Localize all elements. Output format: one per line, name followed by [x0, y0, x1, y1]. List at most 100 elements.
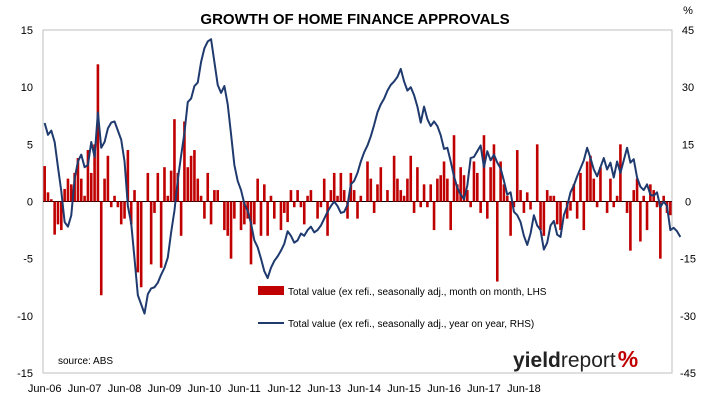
x-tick-label: Jun-15: [387, 383, 421, 395]
right-tick-label: 0: [685, 197, 691, 209]
bar: [632, 190, 636, 202]
right-tick-label: -45: [680, 368, 696, 380]
logo-percent: %: [618, 346, 638, 372]
bar: [316, 201, 319, 219]
bar: [552, 195, 556, 202]
source-note: source: ABS: [58, 356, 113, 367]
bar: [456, 184, 459, 202]
bar: [273, 201, 276, 219]
left-tick-label: -10: [17, 311, 33, 323]
bar: [46, 192, 50, 202]
bar: [412, 201, 416, 213]
bar: [93, 144, 96, 202]
bar: [79, 178, 83, 202]
legend-bar-label: Total value (ex refi., seasonally adj., …: [288, 287, 547, 298]
x-tick-label: Jun-11: [228, 383, 261, 395]
bar: [269, 195, 273, 202]
x-tick-label: Jun-18: [507, 383, 541, 395]
bar: [416, 167, 419, 202]
bar: [379, 167, 383, 202]
bar: [136, 201, 140, 273]
bar: [669, 201, 672, 216]
right-axis-ticks: 45 30 15 0 -15 -30 -45: [680, 25, 696, 380]
bar: [309, 190, 313, 202]
bar: [139, 201, 143, 288]
bar: [366, 161, 369, 202]
bar: [96, 64, 100, 202]
bar: [216, 190, 220, 202]
bar: [159, 201, 163, 268]
bar: [149, 201, 153, 265]
bar: [133, 190, 136, 202]
bar: [479, 201, 482, 213]
bar: [466, 190, 469, 202]
x-tick-label: Jun-09: [148, 383, 182, 395]
bar: [429, 184, 433, 202]
bar: [396, 178, 399, 202]
bar: [66, 178, 70, 202]
bar: [163, 167, 166, 202]
right-tick-label: 30: [682, 82, 694, 94]
right-tick-label: -30: [680, 311, 696, 323]
bar: [515, 150, 519, 202]
left-tick-label: 15: [21, 25, 33, 37]
bar: [635, 178, 639, 202]
right-tick-label: -15: [680, 254, 696, 266]
bar: [292, 201, 296, 208]
chart-title: GROWTH OF HOME FINANCE APPROVALS: [200, 11, 509, 28]
bar: [226, 201, 230, 236]
x-tick-label: Jun-14: [347, 383, 381, 395]
bar: [529, 201, 532, 210]
bar: [655, 201, 659, 208]
bar: [386, 190, 389, 202]
bar: [279, 201, 283, 231]
bar: [259, 201, 263, 236]
bar: [539, 201, 542, 231]
bar: [53, 201, 56, 235]
bar: [476, 172, 479, 202]
left-tick-label: -15: [17, 368, 33, 380]
bar: [193, 150, 196, 202]
left-tick-label: 0: [27, 197, 33, 209]
bar: [639, 201, 642, 242]
bar: [173, 119, 176, 202]
bar: [522, 201, 526, 213]
bar: [103, 178, 106, 202]
bar: [585, 161, 589, 202]
bar: [126, 150, 130, 202]
bar: [525, 192, 529, 202]
bar: [169, 170, 173, 202]
bar: [575, 201, 579, 219]
bar: [442, 161, 446, 202]
bar: [302, 201, 306, 225]
bar: [179, 201, 183, 236]
bar-series: [43, 64, 672, 296]
bar: [289, 190, 293, 202]
yoy-line: [43, 38, 682, 315]
bar: [469, 201, 472, 208]
bar: [492, 144, 496, 202]
bar: [56, 201, 60, 225]
bar: [495, 201, 499, 282]
bar: [43, 166, 46, 202]
bar: [359, 195, 363, 202]
x-tick-label: Jun-10: [188, 383, 222, 395]
bar: [319, 201, 323, 208]
right-tick-label: 15: [682, 139, 694, 151]
bar: [545, 190, 549, 202]
bar: [206, 172, 210, 202]
bar: [535, 144, 539, 202]
x-tick-label: Jun-12: [267, 383, 301, 395]
bar: [519, 190, 522, 202]
bar: [372, 201, 376, 213]
bar: [426, 201, 429, 208]
bar: [223, 201, 226, 231]
bar: [629, 201, 632, 251]
bar: [422, 184, 426, 202]
bar: [213, 190, 216, 202]
bar: [106, 155, 110, 202]
legend-line-label: Total value (ex refi., seasonally adj., …: [288, 319, 534, 330]
bar: [306, 195, 309, 202]
bar: [502, 184, 506, 202]
